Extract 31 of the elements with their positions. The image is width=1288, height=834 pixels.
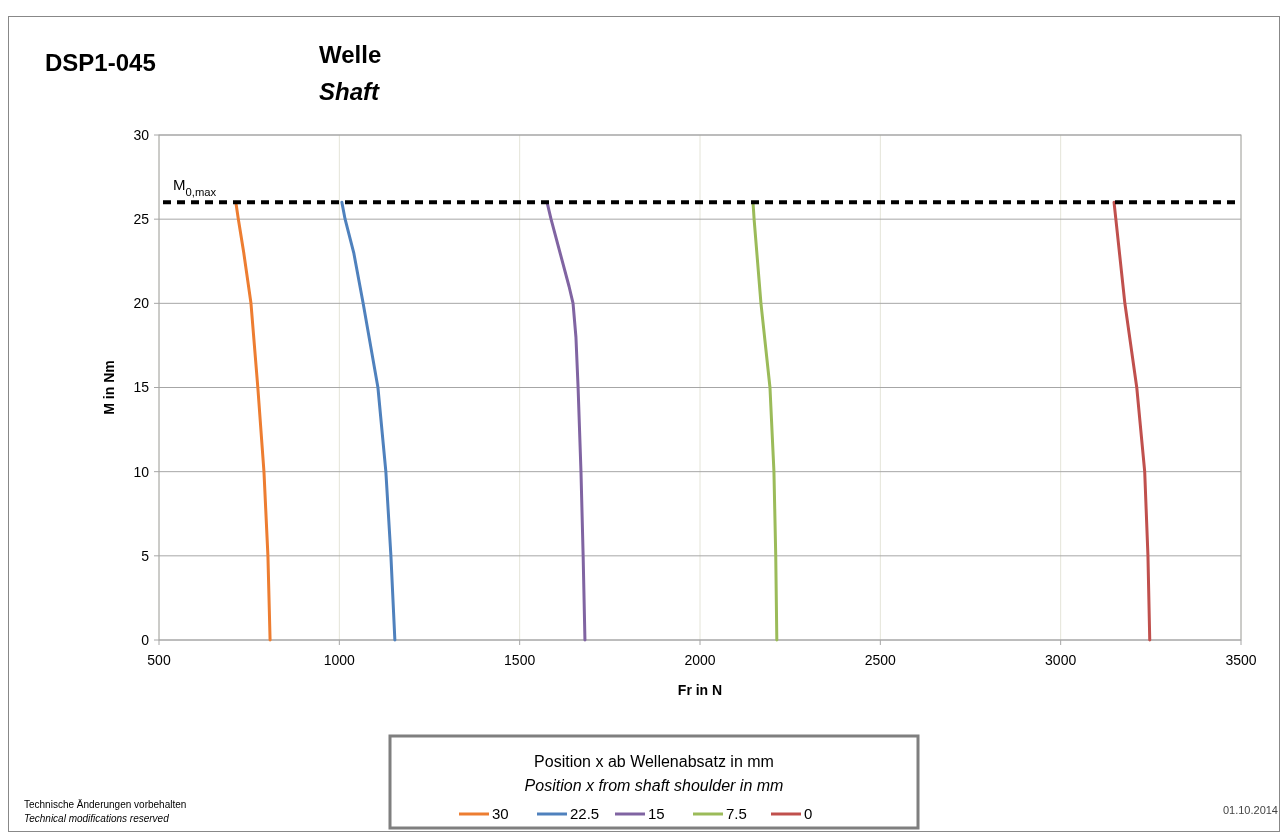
text: Technische Änderungen vorbehalten: [24, 799, 187, 810]
x-tick-label: 2000: [684, 652, 716, 668]
text: DSP1-045: [45, 49, 156, 76]
legend-title: Position x ab Wellenabsatz in mm Position x from shaft shoulder in mm: [524, 753, 784, 794]
y-tick-label: 5: [141, 547, 150, 564]
x-tick-label: 1500: [504, 652, 536, 668]
x-tick-label: 3000: [1045, 652, 1077, 668]
legend-label: 0: [804, 805, 813, 823]
legend-label: 15: [648, 805, 665, 823]
y-tick-label: 30: [133, 126, 150, 143]
y-tick-label: 0: [141, 631, 150, 648]
x-tick-label: 3500: [1225, 652, 1257, 668]
x-axis-title: Fr in N: [677, 682, 723, 698]
y-tick-label: 15: [133, 379, 150, 396]
y-tick-label: 10: [133, 463, 150, 480]
chart-subtitle: Shaft: [319, 78, 381, 105]
y-axis-title: M in Nm: [101, 360, 117, 415]
x-tick-label: 2500: [864, 652, 897, 668]
legend-label: 22.5: [570, 805, 600, 823]
legend-label: 30: [492, 805, 509, 823]
legend-label: 7.5: [726, 805, 747, 823]
x-tick-label: 500: [147, 652, 171, 668]
text: 01.10.2014: [1222, 804, 1278, 816]
line-series: [340, 200, 397, 642]
y-tick-label: 25: [133, 211, 150, 228]
x-tick-label: 1000: [323, 652, 356, 668]
text: Technical modifications reserved: [24, 813, 170, 824]
chart-title: Welle: [319, 41, 382, 68]
y-tick-label: 20: [133, 295, 150, 312]
ref-line-label: M$_{0,max}$: [173, 176, 217, 199]
line-series: [1112, 200, 1152, 642]
